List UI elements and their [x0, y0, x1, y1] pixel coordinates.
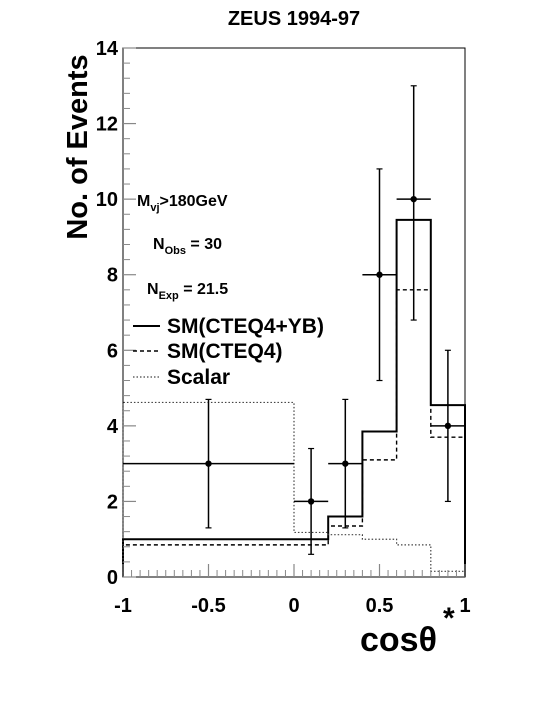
- x-tick-label: 0: [288, 595, 299, 617]
- y-axis-label: No. of Events: [62, 54, 94, 239]
- x-tick-label: 1: [459, 595, 470, 617]
- chart-title: ZEUS 1994-97: [228, 8, 360, 30]
- legend-label: Scalar: [167, 366, 230, 389]
- annotation-text: Mvj>180GeV: [137, 193, 228, 214]
- data-point: [328, 398, 363, 529]
- legend-label: SM(CTEQ4): [167, 340, 283, 363]
- data-marker: [342, 460, 349, 467]
- annotations: Mvj>180GeV NObs = 30 NExp = 21.5: [137, 193, 228, 302]
- histogram-sm-cteq4-: [122, 289, 466, 577]
- data-point: [362, 168, 397, 382]
- data-points: [123, 85, 465, 555]
- x-tick-label: -0.5: [191, 595, 225, 617]
- legend-label: SM(CTEQ4+YB): [167, 315, 324, 338]
- data-point: [123, 398, 294, 529]
- annotation-text: NExp = 21.5: [147, 281, 228, 302]
- histogram-scalar: [122, 401, 466, 577]
- data-point: [430, 349, 465, 503]
- x-tick-label: -1: [114, 595, 132, 617]
- y-tick-label: 6: [107, 340, 118, 362]
- x-axis-label-sup: *: [443, 602, 455, 635]
- y-axis-label-group: No. of Events: [62, 54, 94, 239]
- y-tick-label: 14: [96, 38, 119, 60]
- y-tick-label: 2: [107, 491, 118, 513]
- data-marker: [307, 498, 315, 505]
- data-marker: [205, 460, 212, 467]
- annotation-text: NObs = 30: [153, 236, 222, 257]
- x-axis-label: cosθ: [360, 621, 437, 659]
- data-point: [294, 447, 329, 555]
- data-marker: [410, 195, 417, 203]
- data-marker: [376, 271, 383, 278]
- histograms: [122, 218, 466, 577]
- y-tick-label: 10: [96, 189, 118, 211]
- y-tick-label: 8: [107, 265, 118, 287]
- y-tick-label: 12: [96, 114, 118, 136]
- x-tick-label: 0.5: [366, 595, 394, 617]
- legend: SM(CTEQ4+YB)SM(CTEQ4) Scalar: [133, 315, 324, 389]
- y-tick-label: 4: [107, 416, 119, 438]
- x-axis-label-base: cosθ: [360, 621, 437, 659]
- data-marker: [444, 422, 452, 430]
- axis-ticks: 0 2 4 6 8 10 12 14 -1 -0.5 0 0.5 1: [96, 38, 471, 617]
- data-point: [396, 85, 431, 321]
- y-tick-label: 0: [107, 567, 118, 589]
